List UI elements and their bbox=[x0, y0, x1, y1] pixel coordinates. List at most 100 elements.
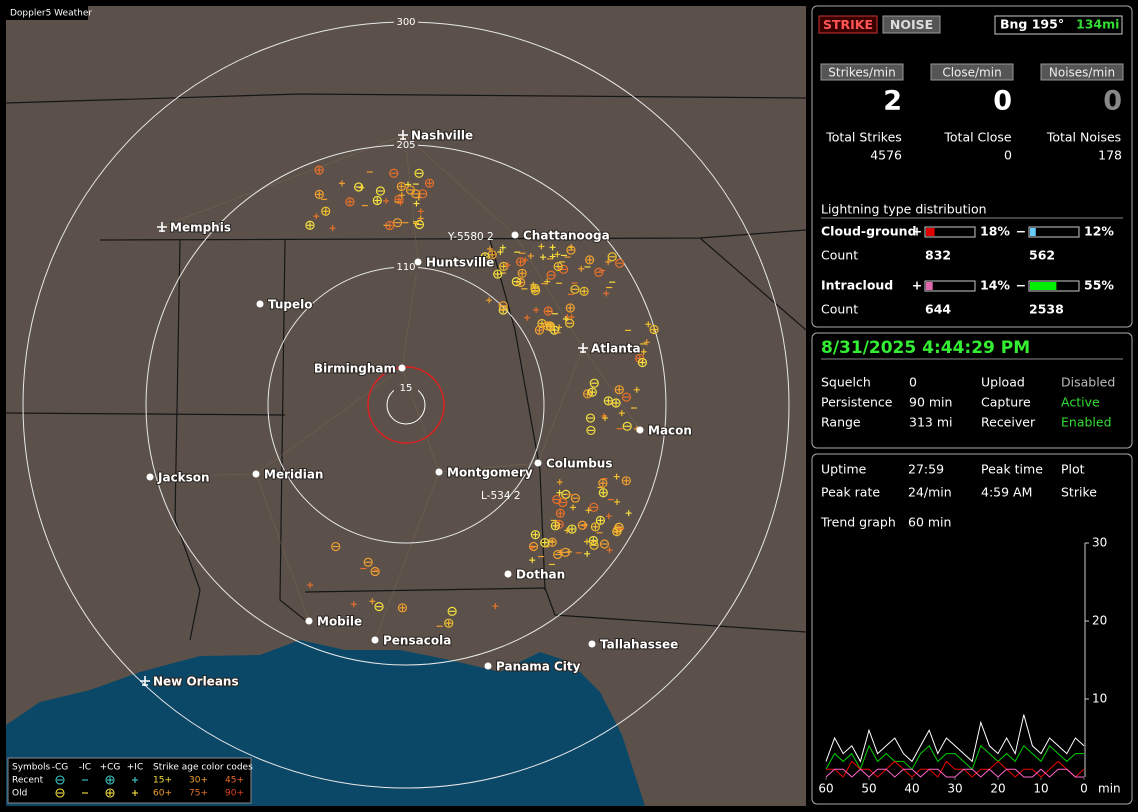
strike bbox=[603, 396, 613, 406]
strike-ring bbox=[374, 602, 384, 612]
strike bbox=[533, 306, 540, 313]
strike bbox=[589, 540, 599, 550]
distance: 134mi bbox=[1076, 17, 1119, 32]
strike bbox=[637, 357, 648, 368]
strike bbox=[486, 245, 493, 252]
trend-label: Uptime bbox=[821, 462, 867, 477]
title-box bbox=[6, 6, 88, 20]
total-label: Total Noises bbox=[1046, 130, 1121, 145]
strike bbox=[414, 168, 424, 178]
strike-ring bbox=[558, 497, 568, 508]
strike bbox=[555, 508, 565, 518]
strike-ring bbox=[397, 603, 408, 613]
noise-button[interactable] bbox=[882, 15, 941, 34]
strike bbox=[354, 182, 364, 192]
strike bbox=[540, 538, 550, 548]
strike-ring bbox=[567, 524, 577, 534]
strike-ring bbox=[414, 219, 425, 230]
strike bbox=[524, 314, 531, 321]
legend-symbol bbox=[105, 775, 115, 785]
panels: STRIKE NOISE Bng 195° 134mi Strikes/min 2 Tota… bbox=[818, 15, 1124, 796]
age-code: 90+ bbox=[225, 789, 244, 799]
strike-ring bbox=[331, 541, 341, 552]
strike-ring bbox=[565, 318, 575, 328]
strike bbox=[375, 186, 386, 196]
airport-icon bbox=[578, 343, 588, 353]
strike-ring bbox=[305, 220, 315, 230]
percent-label: 18% bbox=[980, 224, 1010, 239]
strike bbox=[643, 339, 650, 346]
strike-ring bbox=[607, 252, 617, 262]
strike-ring bbox=[587, 387, 597, 397]
strike bbox=[566, 245, 576, 255]
city-label: Panama City bbox=[496, 660, 581, 674]
x-tick-label: 10 bbox=[1033, 782, 1048, 796]
strike-ring bbox=[511, 277, 521, 287]
sign: + bbox=[912, 224, 922, 239]
strike-ring bbox=[565, 303, 575, 313]
strike-ring bbox=[517, 268, 527, 278]
strike bbox=[345, 197, 355, 207]
rate-button[interactable] bbox=[820, 63, 904, 81]
strike bbox=[417, 208, 424, 215]
map-title: Doppler5 Weather bbox=[10, 9, 92, 19]
range-label-bg bbox=[394, 139, 418, 151]
city-dot bbox=[305, 617, 313, 625]
strike bbox=[529, 557, 536, 564]
strike bbox=[549, 244, 556, 251]
strike-ring bbox=[528, 541, 539, 552]
strike bbox=[584, 550, 591, 557]
cities: Nashville Memphis Chattanooga Huntsville Tup… bbox=[140, 128, 693, 690]
field-value: Disabled bbox=[1061, 375, 1115, 390]
strike bbox=[611, 398, 621, 408]
symbol-ring bbox=[105, 788, 115, 798]
rate-button-label: Noises/min bbox=[1049, 66, 1115, 80]
strike bbox=[605, 258, 612, 265]
strike bbox=[553, 261, 563, 272]
rate-button[interactable] bbox=[930, 63, 1014, 81]
rate-button[interactable] bbox=[1040, 63, 1124, 81]
strike bbox=[564, 527, 571, 534]
range-ring bbox=[367, 366, 445, 444]
trend-line bbox=[825, 714, 1085, 763]
strike bbox=[588, 535, 598, 546]
strike bbox=[587, 387, 597, 397]
total-value: 4576 bbox=[870, 148, 902, 163]
x-tick-label: 30 bbox=[947, 782, 962, 796]
strike bbox=[370, 566, 380, 577]
strike bbox=[615, 258, 625, 268]
y-tick-label: 10 bbox=[1092, 692, 1107, 706]
rate-value: 0 bbox=[993, 86, 1012, 117]
strike-ring bbox=[545, 322, 556, 332]
total-value: 178 bbox=[1098, 148, 1122, 163]
strike-ring bbox=[444, 618, 454, 628]
legend-header: +CG bbox=[100, 763, 121, 773]
range-label: 15 bbox=[400, 383, 413, 394]
state-borders bbox=[5, 93, 807, 641]
field-label: Persistence bbox=[821, 395, 893, 410]
strike bbox=[338, 180, 345, 187]
legend-row: Recent bbox=[12, 776, 44, 786]
count-label: Count bbox=[821, 302, 858, 317]
city-dot bbox=[511, 231, 519, 239]
percent-label: 14% bbox=[980, 278, 1010, 293]
strike bbox=[527, 252, 534, 259]
strike-ring bbox=[543, 306, 553, 316]
bar-track bbox=[924, 226, 976, 238]
city-label: Atlanta bbox=[591, 342, 641, 356]
strike bbox=[567, 524, 577, 534]
legend-header: Strike age color codes bbox=[153, 763, 253, 773]
strike-button[interactable] bbox=[818, 15, 878, 34]
city-dot bbox=[414, 258, 422, 266]
strike-ring bbox=[354, 182, 364, 192]
strike-ring bbox=[411, 189, 421, 199]
range-label-bg bbox=[394, 261, 418, 273]
type-name: Intracloud bbox=[821, 278, 893, 293]
distribution-title: Lightning type distribution bbox=[821, 202, 987, 217]
strike bbox=[570, 493, 580, 503]
strike bbox=[499, 261, 509, 272]
strike bbox=[480, 252, 490, 262]
strike bbox=[599, 539, 610, 549]
strike-ring bbox=[589, 540, 599, 550]
